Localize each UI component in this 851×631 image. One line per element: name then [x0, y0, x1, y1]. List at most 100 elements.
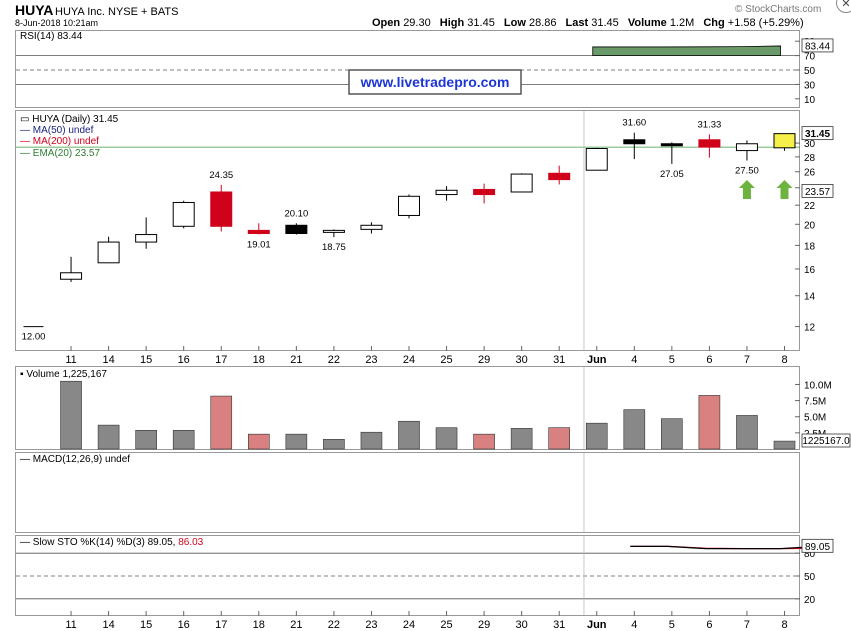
candle — [698, 134, 721, 158]
candle-body — [773, 133, 796, 149]
callout-text: 20.10 — [284, 208, 308, 219]
x-tick-label: 25 — [440, 619, 452, 631]
ma50-legend: — MA(50) undef — [20, 125, 94, 136]
ema-tag-box — [801, 183, 834, 198]
x-tick-label: 11 — [65, 619, 76, 631]
rsi-value-tag-box — [801, 38, 834, 53]
candle — [322, 229, 345, 238]
price-panel-frame — [15, 110, 800, 351]
candle-body — [510, 173, 533, 193]
ema20-legend: — EMA(20) 23.57 — [20, 148, 100, 159]
sto-tick-label: 50 — [804, 572, 816, 583]
volume-tick-label: 7.5M — [804, 397, 826, 408]
x-tick-label: 31 — [553, 619, 565, 631]
candle — [435, 186, 458, 201]
candle-body — [548, 172, 571, 181]
x-tick-label: 23 — [365, 354, 377, 366]
candle — [660, 142, 683, 164]
chart-date: 8-Jun-2018 10:21am — [15, 18, 98, 28]
volume-bar — [510, 428, 533, 450]
price-tick-label: 14 — [804, 292, 816, 303]
x-axis-bottom: 11 14 15 16 17 18 21 22 23 24 25 29 30 31 Jun 4 5 6 7 8 — [65, 611, 788, 631]
macd-label: — MACD(12,26,9) undef — [20, 454, 130, 465]
rsi-overbought-fill — [592, 45, 781, 56]
x-tick-label: Jun — [587, 619, 607, 631]
volume-legend-icon: ▪ — [20, 369, 26, 380]
price-panel: 1214161820222426283012.0024.3519.0120.10… — [16, 116, 834, 343]
up-arrow-icon — [738, 180, 755, 199]
x-tick-label: 22 — [328, 354, 340, 366]
price-callout: 12.00 — [17, 330, 50, 343]
price-tick-label: 26 — [804, 168, 816, 179]
candle — [135, 217, 158, 249]
callout-text: 18.75 — [322, 242, 346, 253]
x-tick-label: 6 — [706, 619, 712, 631]
sto-panel: — Slow STO %K(14) %D(3) 89.05, 86.03 20 5… — [16, 537, 834, 606]
volume-bar — [210, 395, 233, 450]
volume-bar — [623, 409, 646, 450]
x-tick-label: 4 — [631, 354, 637, 366]
x-tick-label: 30 — [516, 354, 528, 366]
candle — [60, 256, 83, 282]
volume-bar — [435, 427, 458, 450]
rsi-value-tag-text: 83.44 — [805, 41, 830, 52]
rsi-tick-label: 50 — [804, 66, 816, 77]
up-arrow-icon — [776, 180, 793, 199]
candle-body — [285, 224, 308, 235]
x-tick-label: 29 — [478, 354, 490, 366]
volume-bar — [585, 422, 608, 450]
rsi-panel-frame — [15, 30, 800, 108]
last-price-tag: 31.45 — [801, 126, 834, 140]
volume-value-box — [801, 433, 851, 448]
x-tick-label: 5 — [669, 354, 675, 366]
candle-body — [322, 229, 345, 233]
x-tick-label: 15 — [140, 619, 152, 631]
candle — [247, 223, 270, 235]
candle — [360, 222, 383, 234]
rsi-value-tag: 83.44 — [801, 38, 834, 53]
volume-bar — [97, 424, 120, 450]
x-tick-label: 24 — [403, 619, 415, 631]
x-tick-label: 4 — [631, 619, 637, 631]
x-tick-label: 18 — [253, 619, 265, 631]
rsi-tick-label: 70 — [804, 52, 816, 63]
volume-label: ▪ Volume 1,225,167 — [20, 369, 107, 380]
volume-bar — [135, 429, 157, 450]
volume-bar — [323, 439, 345, 450]
x-tick-label: 25 — [440, 354, 452, 366]
callout-text: 12.00 — [22, 332, 46, 343]
x-tick-label: 24 — [403, 354, 415, 366]
candle — [210, 184, 233, 232]
candle — [773, 133, 796, 151]
x-tick-label: 6 — [706, 354, 712, 366]
panel-frames — [15, 30, 800, 616]
price-callout: 19.01 — [242, 238, 276, 251]
volume-bar — [398, 420, 420, 450]
candle — [548, 165, 571, 185]
candle — [585, 147, 608, 171]
watermark-box — [348, 69, 522, 95]
candle-body — [247, 229, 270, 235]
price-tick-label: 20 — [804, 220, 816, 231]
sto-tick-label: 20 — [804, 595, 816, 606]
callout-bg — [279, 207, 313, 220]
volume-bar — [548, 427, 571, 450]
watermark-text: www.livetradepro.com — [360, 74, 510, 90]
candle-body — [398, 195, 420, 216]
candle — [285, 223, 308, 235]
price-callout: 27.50 — [730, 164, 764, 177]
x-tick-label: 29 — [478, 619, 490, 631]
volume-bar — [736, 415, 758, 450]
candle — [398, 194, 420, 219]
price-callout: 27.05 — [655, 167, 689, 180]
callout-text: 19.01 — [247, 239, 271, 250]
volume-bar — [698, 395, 721, 450]
candle-body — [473, 188, 496, 196]
x-tick-label: 16 — [178, 619, 190, 631]
candle-body — [60, 272, 83, 280]
callout-bg — [17, 330, 50, 343]
callout-text: 24.35 — [209, 170, 233, 181]
close-icon[interactable]: ✕ — [836, 0, 851, 13]
x-tick-label: 7 — [744, 619, 750, 631]
